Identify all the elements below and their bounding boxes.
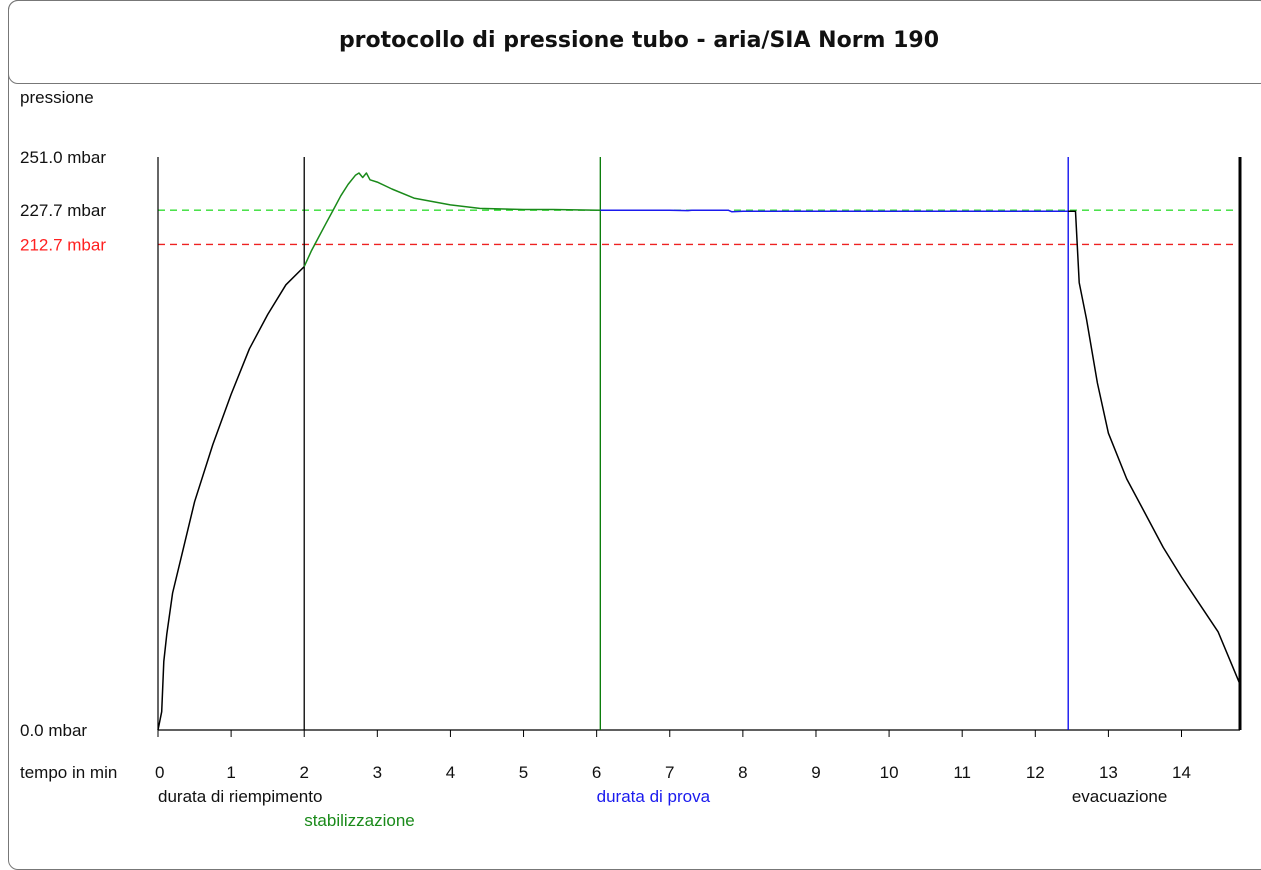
x-tick-label-4: 4 [446, 763, 455, 782]
y-axis-label: pressione [20, 88, 94, 107]
series-line-riempimento [157, 266, 305, 731]
x-tick-label-3: 3 [373, 763, 382, 782]
series-line-evacuazione [1068, 210, 1241, 685]
phase-label-2: durata di prova [597, 787, 711, 806]
x-tick-label-7: 7 [665, 763, 674, 782]
x-tick-label-5: 5 [519, 763, 528, 782]
phase-label-3: evacuazione [1072, 787, 1167, 806]
x-tick-label-10: 10 [880, 763, 899, 782]
x-tick-label-13: 13 [1099, 763, 1118, 782]
x-tick-label-2: 2 [299, 763, 308, 782]
y-tick-label-1: 227.7 mbar [20, 201, 106, 220]
phase-label-1: stabilizzazione [304, 811, 415, 830]
x-tick-label-9: 9 [811, 763, 820, 782]
x-tick-label-14: 14 [1172, 763, 1191, 782]
x-tick-label-6: 6 [592, 763, 601, 782]
y-tick-label-0: 251.0 mbar [20, 148, 106, 167]
x-tick-label-11: 11 [953, 763, 971, 782]
chart-title: protocollo di pressione tubo - aria/SIA … [338, 28, 940, 53]
y-tick-label-3: 0.0 mbar [20, 721, 87, 740]
x-tick-label-1: 1 [226, 763, 235, 782]
title-box [8, 0, 1261, 84]
series-line-prova [600, 209, 1069, 213]
x-tick-label-8: 8 [738, 763, 747, 782]
phase-label-0: durata di riempimento [158, 787, 322, 806]
x-tick-label-0: 0 [155, 763, 164, 782]
x-tick-label-12: 12 [1026, 763, 1045, 782]
x-axis-label: tempo in min [20, 763, 117, 782]
y-tick-label-2: 212.7 mbar [20, 235, 106, 254]
series-line-stabilizzazione [303, 172, 601, 267]
